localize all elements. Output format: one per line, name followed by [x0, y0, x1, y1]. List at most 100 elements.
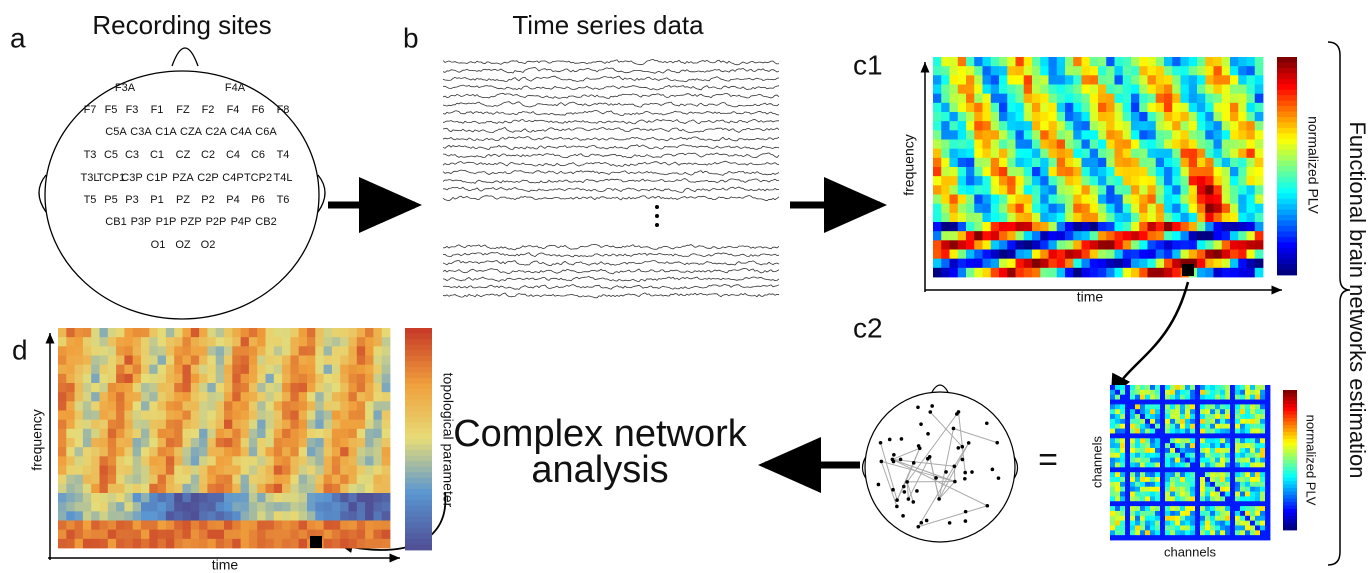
cell — [983, 167, 992, 177]
cell — [1180, 395, 1185, 400]
cell — [966, 121, 975, 131]
cell — [1170, 443, 1175, 448]
cell — [1238, 140, 1247, 150]
cell — [1073, 204, 1082, 214]
cell — [1125, 453, 1130, 458]
cell — [66, 429, 75, 439]
cell — [1110, 453, 1115, 458]
cell — [1255, 85, 1264, 95]
cell — [149, 337, 158, 347]
cell — [1106, 75, 1115, 85]
cell — [340, 356, 349, 366]
cell — [1205, 467, 1210, 472]
cell — [1255, 103, 1264, 113]
cell — [1230, 250, 1239, 260]
cell — [1238, 185, 1247, 195]
cell — [340, 484, 349, 494]
cell — [207, 383, 216, 393]
cell — [324, 456, 333, 466]
cell — [1200, 414, 1205, 419]
cell — [324, 539, 333, 549]
cell — [1007, 268, 1016, 278]
cell — [1024, 149, 1033, 159]
cell — [1150, 424, 1155, 429]
cell — [199, 374, 208, 384]
cell — [282, 374, 291, 384]
cell — [1155, 443, 1160, 448]
cell — [1130, 482, 1135, 487]
cell — [241, 328, 250, 338]
cell — [1189, 57, 1198, 67]
cell — [1160, 414, 1165, 419]
colorbar-cell — [1277, 128, 1297, 134]
cell — [1155, 409, 1160, 414]
cell — [149, 411, 158, 421]
cell — [1032, 195, 1041, 205]
cell — [1175, 463, 1180, 468]
cell — [1130, 516, 1135, 521]
cell — [1195, 395, 1200, 400]
cell — [58, 530, 67, 540]
cell — [1195, 429, 1200, 434]
axis-label: frequency — [29, 409, 45, 470]
cell — [257, 374, 266, 384]
cell — [1189, 195, 1198, 205]
cell — [1220, 477, 1225, 482]
cell — [1265, 487, 1270, 492]
cell — [133, 420, 142, 430]
cell — [1255, 419, 1260, 424]
cell — [1180, 390, 1185, 395]
cell — [1205, 492, 1210, 497]
cell — [1125, 525, 1130, 530]
cell — [1180, 506, 1185, 511]
cell — [1139, 259, 1148, 269]
cell — [1238, 130, 1247, 140]
cell — [1135, 535, 1140, 540]
cell — [1215, 443, 1220, 448]
cell — [1214, 195, 1223, 205]
cell — [1205, 424, 1210, 429]
cell — [1220, 511, 1225, 516]
cell — [1125, 419, 1130, 424]
cell — [1115, 75, 1124, 85]
cell — [1197, 240, 1206, 250]
cell — [75, 374, 84, 384]
cell — [108, 475, 117, 485]
cell — [1032, 103, 1041, 113]
cell — [1230, 167, 1239, 177]
cell — [183, 392, 192, 402]
cell — [232, 337, 241, 347]
cell — [1170, 419, 1175, 424]
cell — [166, 365, 175, 375]
cell — [1210, 477, 1215, 482]
cell — [1205, 482, 1210, 487]
cell — [974, 140, 983, 150]
cell — [108, 346, 117, 356]
cell — [1016, 75, 1025, 85]
cell — [100, 401, 109, 411]
cell — [1197, 66, 1206, 76]
cell — [1175, 448, 1180, 453]
node — [888, 438, 892, 442]
node — [925, 519, 929, 523]
cell — [349, 530, 358, 540]
cell — [1195, 400, 1200, 405]
cell — [1197, 94, 1206, 104]
cell — [158, 337, 167, 347]
cell — [1156, 66, 1165, 76]
cell — [1007, 130, 1016, 140]
cell — [290, 493, 299, 503]
cell — [1156, 85, 1165, 95]
cell — [1215, 492, 1220, 497]
cell — [1240, 467, 1245, 472]
cell — [1007, 85, 1016, 95]
cell — [1185, 506, 1190, 511]
cell — [1200, 429, 1205, 434]
cell — [1040, 167, 1049, 177]
cell — [332, 429, 341, 439]
cell — [1065, 130, 1074, 140]
colorbar-cell — [1283, 516, 1297, 520]
cell — [58, 511, 67, 521]
cell — [1175, 438, 1180, 443]
cell — [365, 502, 374, 512]
